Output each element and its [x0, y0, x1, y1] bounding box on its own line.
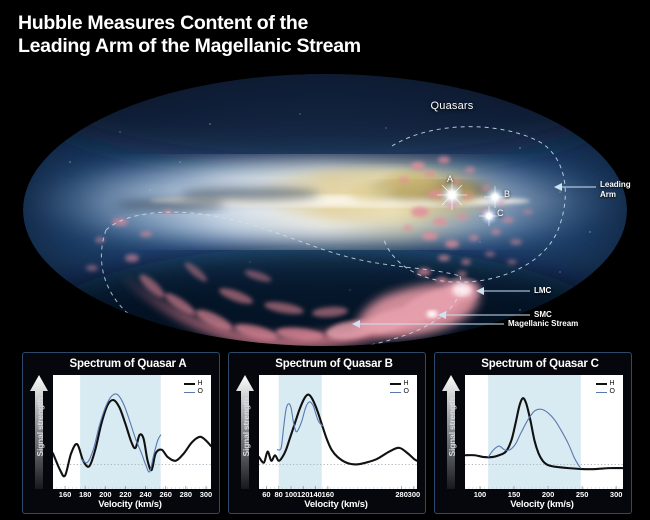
series-o [276, 401, 324, 451]
annotation-leader-lines [438, 183, 596, 319]
legend-c: H O [595, 380, 615, 396]
x-tick-label: 140 [309, 490, 322, 499]
legend-label-o: O [403, 388, 409, 395]
x-axis-title-b: Velocity (km/s) [304, 499, 368, 510]
legend-label-o: O [609, 388, 615, 395]
x-tick-label: 60 [262, 490, 271, 499]
legend-label-h: H [609, 380, 615, 387]
legend-a: H O [183, 380, 203, 396]
x-tick-label: 100 [284, 490, 298, 499]
x-axis-title-a: Velocity (km/s) [98, 499, 162, 510]
quasar-stars [437, 180, 506, 226]
legend-line-h [389, 383, 401, 385]
x-tick-label: 100 [473, 490, 487, 499]
quasar-star-a [437, 180, 467, 210]
signal-strength-arrow-a: Signal strength [29, 375, 49, 489]
y-axis-label-b: Signal strength [241, 397, 251, 457]
quasar-label-c: C [497, 208, 504, 218]
series-h [259, 393, 417, 466]
y-axis-label-c: Signal strength [447, 397, 457, 457]
x-tick-label: 240 [139, 490, 152, 499]
spectrum-panel-b: Spectrum of Quasar B Signal strength H O… [228, 352, 426, 514]
lmc-annotation: LMC [534, 286, 552, 295]
x-axis-title-c: Velocity (km/s) [510, 499, 574, 510]
x-axis-ticks-c: 100 150 200 250 300 [465, 490, 623, 500]
x-tick-label: 200 [541, 490, 555, 499]
legend-line-h [183, 383, 195, 385]
x-tick-label: 300 [199, 490, 213, 499]
legend-line-h [595, 383, 607, 385]
x-tick-label: 120 [296, 490, 310, 499]
series-o [80, 393, 162, 473]
signal-strength-arrow-c: Signal strength [441, 375, 461, 489]
title-line-1: Hubble Measures Content of the [18, 12, 309, 34]
series-o [487, 408, 582, 469]
plot-area-c: H O [465, 375, 623, 489]
quasar-star-b [484, 186, 506, 208]
magellanic-stream-contour [101, 211, 462, 346]
page-title: Hubble Measures Content of the Leading A… [18, 12, 488, 58]
x-tick-label: 200 [99, 490, 112, 499]
legend-line-o [389, 391, 401, 393]
plot-area-b: H O [259, 375, 417, 489]
x-tick-label: 80 [274, 490, 283, 499]
x-tick-label: 260 [159, 490, 172, 499]
quasar-star-c [479, 206, 499, 226]
y-axis-label-a: Signal strength [35, 397, 45, 457]
x-axis-ticks-b: 60 80 100 120 140 160 280 300 [259, 490, 420, 500]
panel-b-title: Spectrum of Quasar B [275, 358, 393, 370]
all-sky-map: Quasars A B C Leading Arm LMC SMC Magell… [0, 62, 650, 352]
x-tick-label: 280 [179, 490, 193, 499]
x-tick-label: 150 [507, 490, 521, 499]
panel-a-title: Spectrum of Quasar A [69, 358, 187, 370]
x-tick-label: 300 [609, 490, 623, 499]
legend-label-h: H [403, 380, 409, 387]
plot-area-a: H O [53, 375, 211, 489]
quasar-label-a: A [447, 174, 454, 184]
highlight-band [278, 375, 322, 489]
signal-strength-arrow-b: Signal strength [235, 375, 255, 489]
quasars-group-label: Quasars [430, 100, 474, 112]
series-h [465, 397, 623, 471]
title-line-2: Leading Arm of the Magellanic Stream [18, 35, 361, 57]
spectrum-panel-c: Spectrum of Quasar C Signal strength H O… [434, 352, 632, 514]
spectrum-panel-a: Spectrum of Quasar A Signal strength H O… [22, 352, 220, 514]
smc-annotation: SMC [534, 310, 552, 319]
series-h [53, 398, 211, 478]
x-tick-label: 180 [78, 490, 92, 499]
x-axis-ticks-a: 160 180 200 220 240 260 280 300 [53, 490, 213, 500]
highlight-band [488, 375, 581, 489]
quasar-label-b: B [504, 189, 511, 199]
x-tick-label: 160 [321, 490, 335, 499]
legend-label-o: O [197, 388, 203, 395]
x-tick-label: 300 [407, 490, 421, 499]
magellanic-stream-annotation: Magellanic Stream [508, 319, 579, 328]
x-tick-label: 160 [58, 490, 72, 499]
legend-label-h: H [197, 380, 203, 387]
legend-line-o [183, 391, 195, 393]
panel-c-title: Spectrum of Quasar C [481, 358, 599, 370]
x-tick-label: 220 [119, 490, 132, 499]
legend-line-o [595, 391, 607, 393]
x-tick-label: 280 [395, 490, 408, 499]
leading-arm-annotation: Leading Arm [600, 180, 631, 199]
leading-arm-contour [383, 126, 566, 283]
x-tick-label: 250 [575, 490, 589, 499]
sky-map-image [0, 62, 650, 352]
legend-b: H O [389, 380, 409, 396]
